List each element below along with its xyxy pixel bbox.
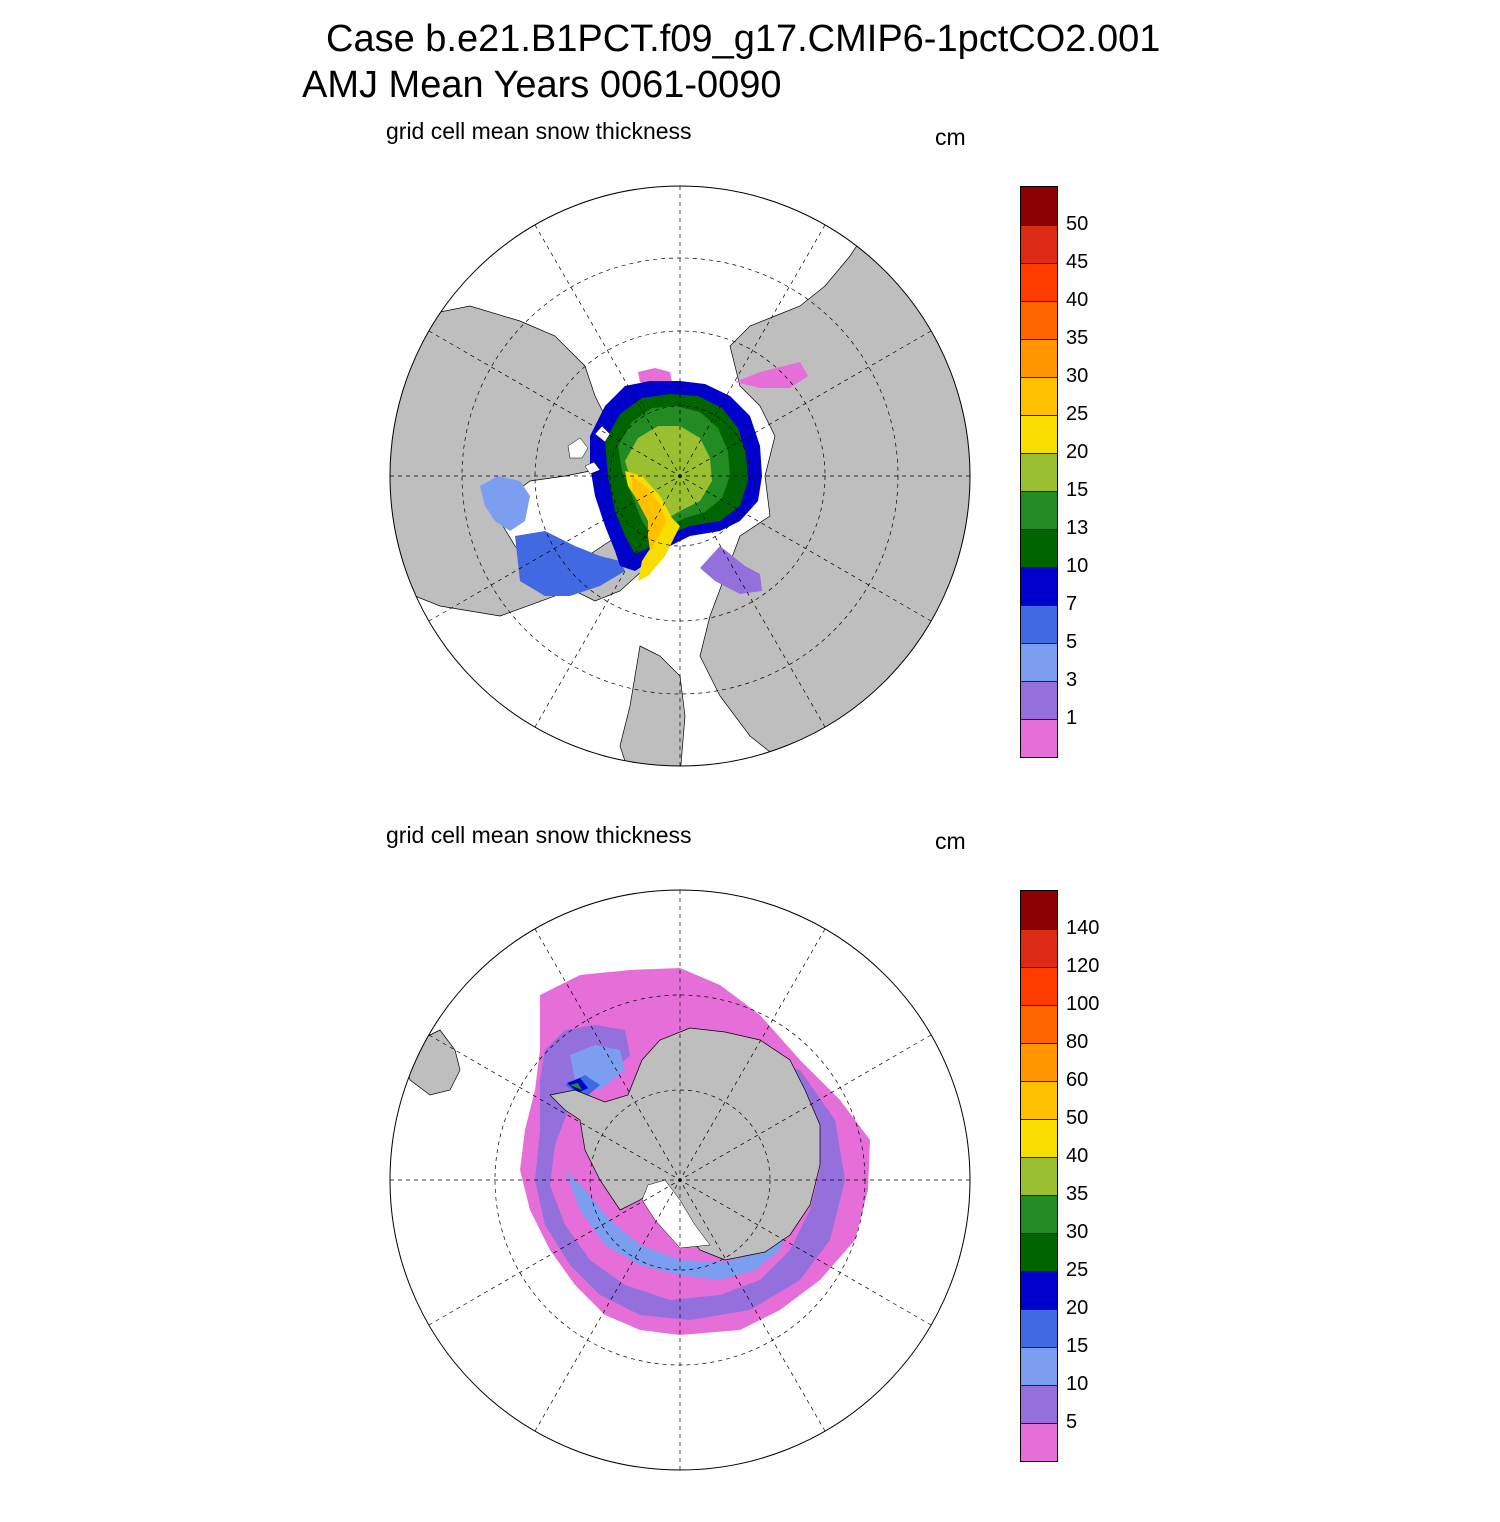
south-colorbar-tick-label: 50	[1066, 1107, 1089, 1129]
south-colorbar-tick-label: 80	[1066, 1031, 1089, 1053]
figure-subtitle: AMJ Mean Years 0061-0090	[302, 64, 782, 106]
north-colorbar-tick-label: 1	[1066, 707, 1078, 729]
north-colorbar-tick-label: 20	[1066, 441, 1089, 463]
south-variable-label: grid cell mean snow thickness	[386, 822, 692, 848]
south-colorbar-swatch	[1021, 1081, 1057, 1119]
north-snow-contour-30cm	[632, 476, 666, 551]
south-colorbar-swatch	[1021, 1157, 1057, 1195]
south-colorbar-tick-label: 35	[1066, 1183, 1089, 1205]
north-colorbar-tick-label: 15	[1066, 479, 1089, 501]
south-colorbar-swatch	[1021, 1347, 1057, 1385]
south-colorbar-swatch	[1021, 1195, 1057, 1233]
north-colorbar-tick-label: 50	[1066, 213, 1089, 235]
north-colorbar-swatch	[1021, 263, 1057, 301]
south-colorbar-tick-label: 15	[1066, 1335, 1089, 1357]
north-colorbar-swatch	[1021, 339, 1057, 377]
south-polar-map	[389, 889, 971, 1471]
north-polar-map	[389, 185, 971, 767]
north-colorbar-tick-label: 35	[1066, 327, 1089, 349]
south-colorbar-tick-label: 120	[1066, 955, 1100, 977]
south-colorbar-swatch	[1021, 1271, 1057, 1309]
north-colorbar	[1020, 186, 1058, 758]
south-colorbar-tick-label: 10	[1066, 1373, 1089, 1395]
south-ice-shelf	[641, 1179, 711, 1249]
north-colorbar-swatch	[1021, 491, 1057, 529]
north-colorbar-tick-label: 45	[1066, 251, 1089, 273]
north-colorbar-swatch	[1021, 301, 1057, 339]
north-landmass-europe	[619, 645, 686, 766]
north-colorbar-tick-label: 40	[1066, 289, 1089, 311]
south-colorbar-tick-label: 5	[1066, 1411, 1078, 1433]
south-units-label: cm	[935, 828, 966, 854]
south-colorbar-tick-label: 60	[1066, 1069, 1089, 1091]
south-colorbar-swatch	[1021, 891, 1057, 929]
north-colorbar-tick-label: 5	[1066, 631, 1078, 653]
north-colorbar-tick-label: 3	[1066, 669, 1078, 691]
north-units-label: cm	[935, 124, 966, 150]
south-colorbar-swatch	[1021, 1233, 1057, 1271]
south-colorbar-swatch	[1021, 1385, 1057, 1423]
north-snow-contour-7cm	[515, 531, 625, 596]
north-landmass-arctic-islands	[567, 425, 611, 475]
north-colorbar-swatch	[1021, 377, 1057, 415]
south-colorbar-swatch	[1021, 1043, 1057, 1081]
south-colorbar-swatch	[1021, 1423, 1057, 1461]
north-snow-contour-5cm	[480, 476, 530, 531]
north-colorbar-swatch	[1021, 643, 1057, 681]
south-colorbar-tick-label: 140	[1066, 917, 1100, 939]
north-variable-label: grid cell mean snow thickness	[386, 118, 692, 144]
south-colorbar-tick-label: 40	[1066, 1145, 1089, 1167]
south-landmass-antarctica	[549, 1027, 821, 1261]
north-colorbar-tick-label: 13	[1066, 517, 1089, 539]
south-snow-contour-30cm	[570, 1083, 582, 1090]
figure-title: Case b.e21.B1PCT.f09_g17.CMIP6-1pctCO2.0…	[326, 18, 1161, 60]
south-polar-panel: grid cell mean snow thickness cm	[0, 822, 1500, 1522]
south-colorbar-swatch	[1021, 967, 1057, 1005]
north-colorbar-swatch	[1021, 415, 1057, 453]
north-colorbar-swatch	[1021, 453, 1057, 491]
north-colorbar-swatch	[1021, 567, 1057, 605]
north-colorbar-tick-label: 25	[1066, 403, 1089, 425]
north-colorbar-swatch	[1021, 605, 1057, 643]
north-colorbar-tick-label: 10	[1066, 555, 1089, 577]
south-colorbar-swatch	[1021, 929, 1057, 967]
south-colorbar-tick-label: 100	[1066, 993, 1100, 1015]
south-snow-contour-15cm	[565, 1045, 790, 1280]
north-snow-contour-3cm	[700, 546, 762, 594]
north-colorbar-swatch	[1021, 225, 1057, 263]
north-colorbar-swatch	[1021, 719, 1057, 757]
north-colorbar-tick-label: 7	[1066, 593, 1078, 615]
south-colorbar-tick-label: 20	[1066, 1297, 1089, 1319]
north-colorbar-tick-label: 30	[1066, 365, 1089, 387]
south-colorbar-tick-label: 30	[1066, 1221, 1089, 1243]
north-snow-contour-1cm-bering	[735, 362, 808, 388]
south-colorbar-swatch	[1021, 1005, 1057, 1043]
south-colorbar-swatch	[1021, 1309, 1057, 1347]
south-colorbar-swatch	[1021, 1119, 1057, 1157]
north-colorbar-swatch	[1021, 187, 1057, 225]
north-colorbar-swatch	[1021, 681, 1057, 719]
north-polar-panel: grid cell mean snow thickness cm	[0, 118, 1500, 818]
south-snow-contour-10cm	[535, 1025, 845, 1320]
north-colorbar-swatch	[1021, 529, 1057, 567]
south-colorbar	[1020, 890, 1058, 1462]
south-colorbar-tick-label: 25	[1066, 1259, 1089, 1281]
